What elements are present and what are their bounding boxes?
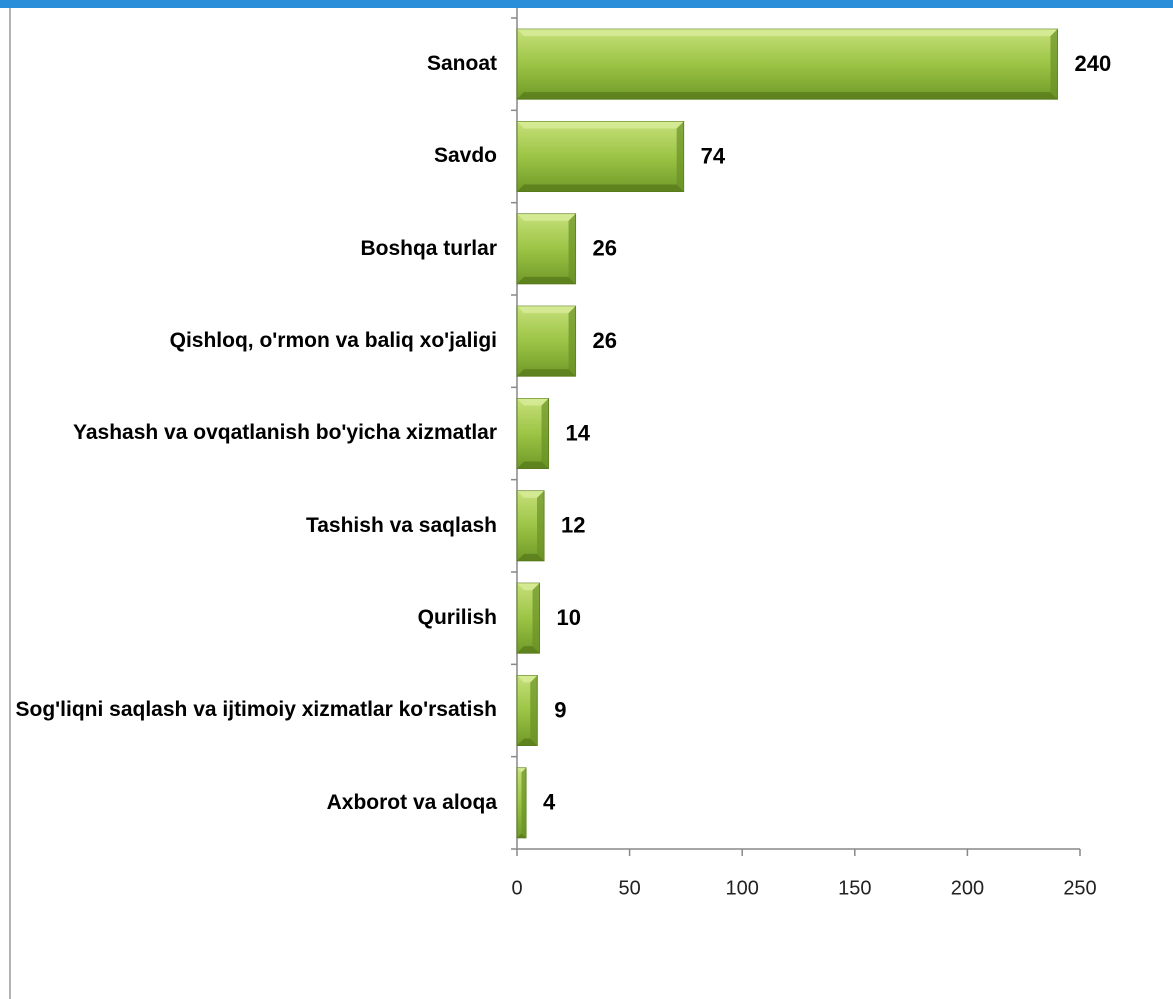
category-text: Sanoat bbox=[426, 52, 497, 76]
bar-bevel bbox=[517, 646, 540, 654]
x-tick-label: 250 bbox=[1063, 877, 1096, 899]
x-tick-label: 100 bbox=[726, 877, 759, 899]
category-label: Qurilish bbox=[10, 572, 497, 664]
bar-bevel bbox=[517, 675, 538, 683]
bar bbox=[516, 213, 577, 285]
bar bbox=[516, 305, 577, 377]
bar-bevel bbox=[541, 398, 549, 469]
category-label: Boshqa turlar bbox=[10, 203, 497, 295]
category-label: Sanoat bbox=[10, 18, 497, 110]
data-label: 240 bbox=[1074, 51, 1111, 76]
bar-bevel bbox=[517, 583, 540, 591]
category-text: Sog'liqni saqlash va ijtimoiy xizmatlar … bbox=[15, 698, 497, 722]
x-tick-label: 150 bbox=[838, 877, 871, 899]
data-label: 14 bbox=[566, 420, 591, 445]
bar-bevel bbox=[521, 767, 527, 838]
category-label: Qishloq, o'rmon va baliq xo'jaligi bbox=[10, 295, 497, 387]
data-label: 26 bbox=[593, 236, 617, 261]
category-text: Yashash va ovqatlanish bo'yicha xizmatla… bbox=[73, 421, 497, 445]
data-label: 4 bbox=[543, 790, 556, 815]
bar-bevel bbox=[517, 553, 545, 561]
bar-bevel bbox=[517, 738, 538, 746]
category-text: Savdo bbox=[433, 144, 497, 168]
bar-bevel bbox=[568, 213, 576, 284]
bar-bevel bbox=[517, 833, 527, 838]
bar-bevel bbox=[517, 121, 684, 129]
category-text: Tashish va saqlash bbox=[305, 513, 497, 537]
bar-bevel bbox=[517, 276, 576, 284]
category-text: Qishloq, o'rmon va baliq xo'jaligi bbox=[169, 329, 497, 353]
category-label: Axborot va aloqa bbox=[10, 757, 497, 849]
bar bbox=[516, 28, 1058, 100]
category-text: Boshqa turlar bbox=[360, 236, 497, 260]
bar bbox=[516, 121, 685, 192]
data-label: 12 bbox=[561, 513, 585, 538]
category-label: Savdo bbox=[10, 110, 497, 202]
bar-bevel bbox=[517, 306, 576, 314]
bar-bevel bbox=[537, 490, 545, 561]
bar-bevel bbox=[517, 767, 527, 773]
bar-bevel bbox=[517, 490, 545, 498]
bar-bevel bbox=[517, 92, 1058, 100]
x-tick-label: 200 bbox=[951, 877, 984, 899]
category-label: Sog'liqni saqlash va ijtimoiy xizmatlar … bbox=[10, 664, 497, 756]
x-tick-label: 50 bbox=[618, 877, 640, 899]
bar-bevel bbox=[568, 306, 576, 377]
bar-bevel bbox=[676, 121, 684, 192]
data-label: 74 bbox=[701, 143, 726, 168]
data-label: 9 bbox=[554, 697, 566, 722]
category-text: Qurilish bbox=[417, 606, 497, 630]
bar-bevel bbox=[517, 398, 549, 406]
category-text: Axborot va aloqa bbox=[326, 790, 497, 814]
bar-bevel bbox=[530, 675, 538, 746]
category-label: Yashash va ovqatlanish bo'yicha xizmatla… bbox=[10, 387, 497, 479]
data-label: 26 bbox=[593, 328, 617, 353]
x-tick-label: 0 bbox=[511, 877, 522, 899]
bar-bevel bbox=[517, 461, 549, 469]
bar-bevel bbox=[517, 184, 684, 192]
top-bar bbox=[0, 0, 1173, 8]
bar-bevel bbox=[517, 29, 1058, 37]
data-label: 10 bbox=[557, 605, 581, 630]
bar-bevel bbox=[532, 583, 540, 654]
bar-bevel bbox=[517, 213, 576, 221]
category-label: Tashish va saqlash bbox=[10, 480, 497, 572]
bar-bevel bbox=[1050, 29, 1058, 100]
bar-bevel bbox=[517, 369, 576, 377]
